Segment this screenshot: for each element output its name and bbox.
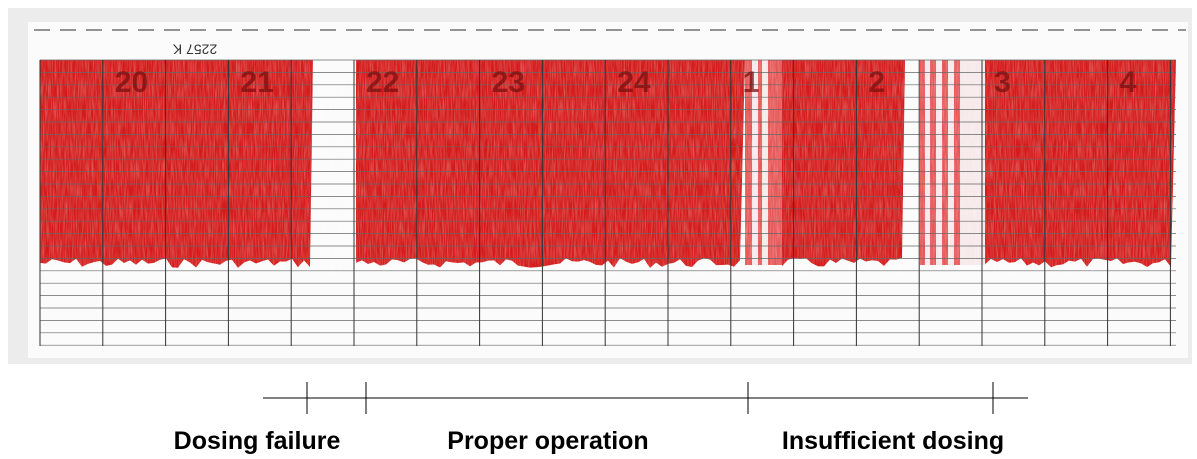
hour-label: 23 <box>492 66 525 99</box>
serial-number: 2257 K <box>172 41 217 57</box>
hour-label: 3 <box>994 66 1011 99</box>
hour-label: 4 <box>1120 66 1137 99</box>
hour-label: 2 <box>868 66 885 99</box>
hour-label: 21 <box>240 66 273 99</box>
hour-label: 1 <box>743 66 760 99</box>
annotation-timeline <box>263 382 1028 414</box>
hour-label: 20 <box>115 66 148 99</box>
annotation-label: Insufficient dosing <box>782 427 1004 455</box>
recorder-strip-figure: 2257 K Dosing failure Proper operation I… <box>0 0 1197 459</box>
hour-label: 22 <box>366 66 399 99</box>
hour-label: 24 <box>617 66 651 99</box>
annotation-label: Proper operation <box>447 427 648 455</box>
annotation-label: Dosing failure <box>174 427 341 455</box>
